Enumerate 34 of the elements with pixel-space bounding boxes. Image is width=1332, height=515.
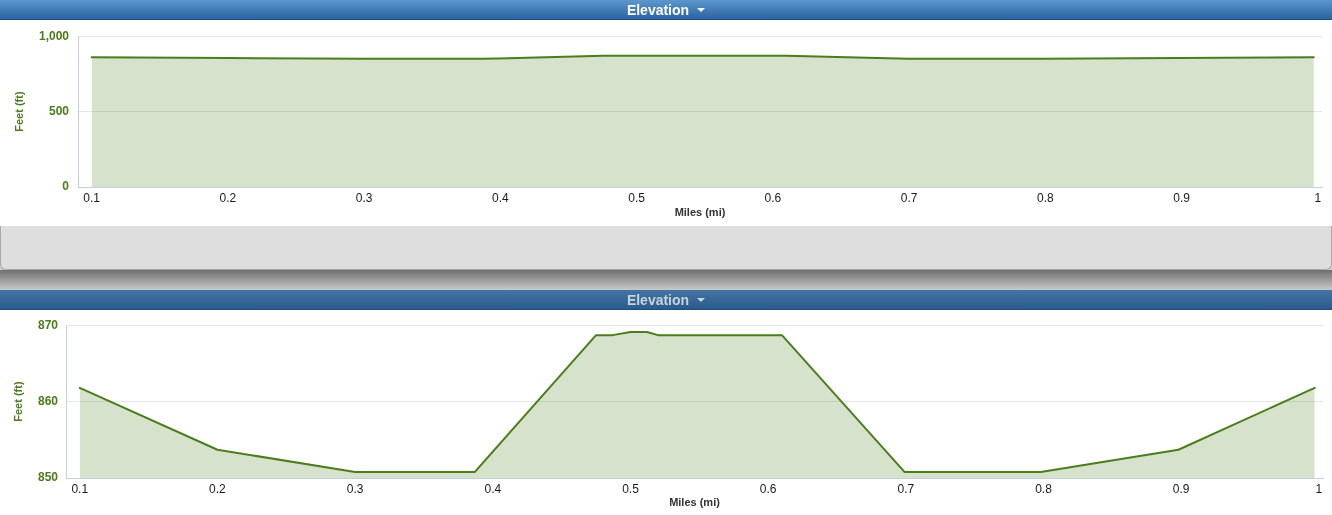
chart-title: Elevation [626,1,690,18]
y-tick-label: 850 [37,470,59,485]
x-tick-label: 0.1 [83,190,101,205]
x-tick-label: 1 [1315,481,1323,496]
x-tick-label: 0.3 [355,190,373,205]
x-tick-label: 1 [1314,190,1322,205]
y-tick-label: 870 [37,317,59,332]
header-bar: Elevation [0,0,1332,20]
x-tick-label: 0.1 [71,481,89,496]
x-tick-label: 0.5 [622,481,640,496]
x-tick-label: 0.9 [1173,190,1191,205]
x-tick-label: 0.6 [759,481,777,496]
x-axis-title: Miles (mi) [674,206,726,219]
y-axis-title: Feet (ft) [11,381,24,422]
x-tick-label: 0.4 [492,190,510,205]
chart-title: Elevation [626,291,690,308]
x-tick-label: 0.8 [1035,481,1053,496]
header-bar: Elevation [0,290,1332,310]
x-tick-label: 0.4 [484,481,502,496]
x-tick-label: 0.2 [209,481,227,496]
x-tick-label: 0.3 [346,481,364,496]
x-tick-label: 0.5 [628,190,646,205]
y-tick-label: 860 [37,393,59,408]
x-tick-label: 0.7 [900,190,918,205]
x-tick-label: 0.9 [1172,481,1190,496]
y-axis-title: Feet (ft) [12,91,25,132]
x-tick-label: 0.8 [1037,190,1055,205]
y-tick-label: 500 [48,103,70,118]
x-tick-label: 0.2 [219,190,237,205]
x-tick-label: 0.6 [764,190,782,205]
x-axis-title: Miles (mi) [669,496,721,509]
x-tick-label: 0.7 [897,481,915,496]
y-tick-label: 1,000 [38,28,70,43]
y-tick-label: 0 [62,179,70,194]
